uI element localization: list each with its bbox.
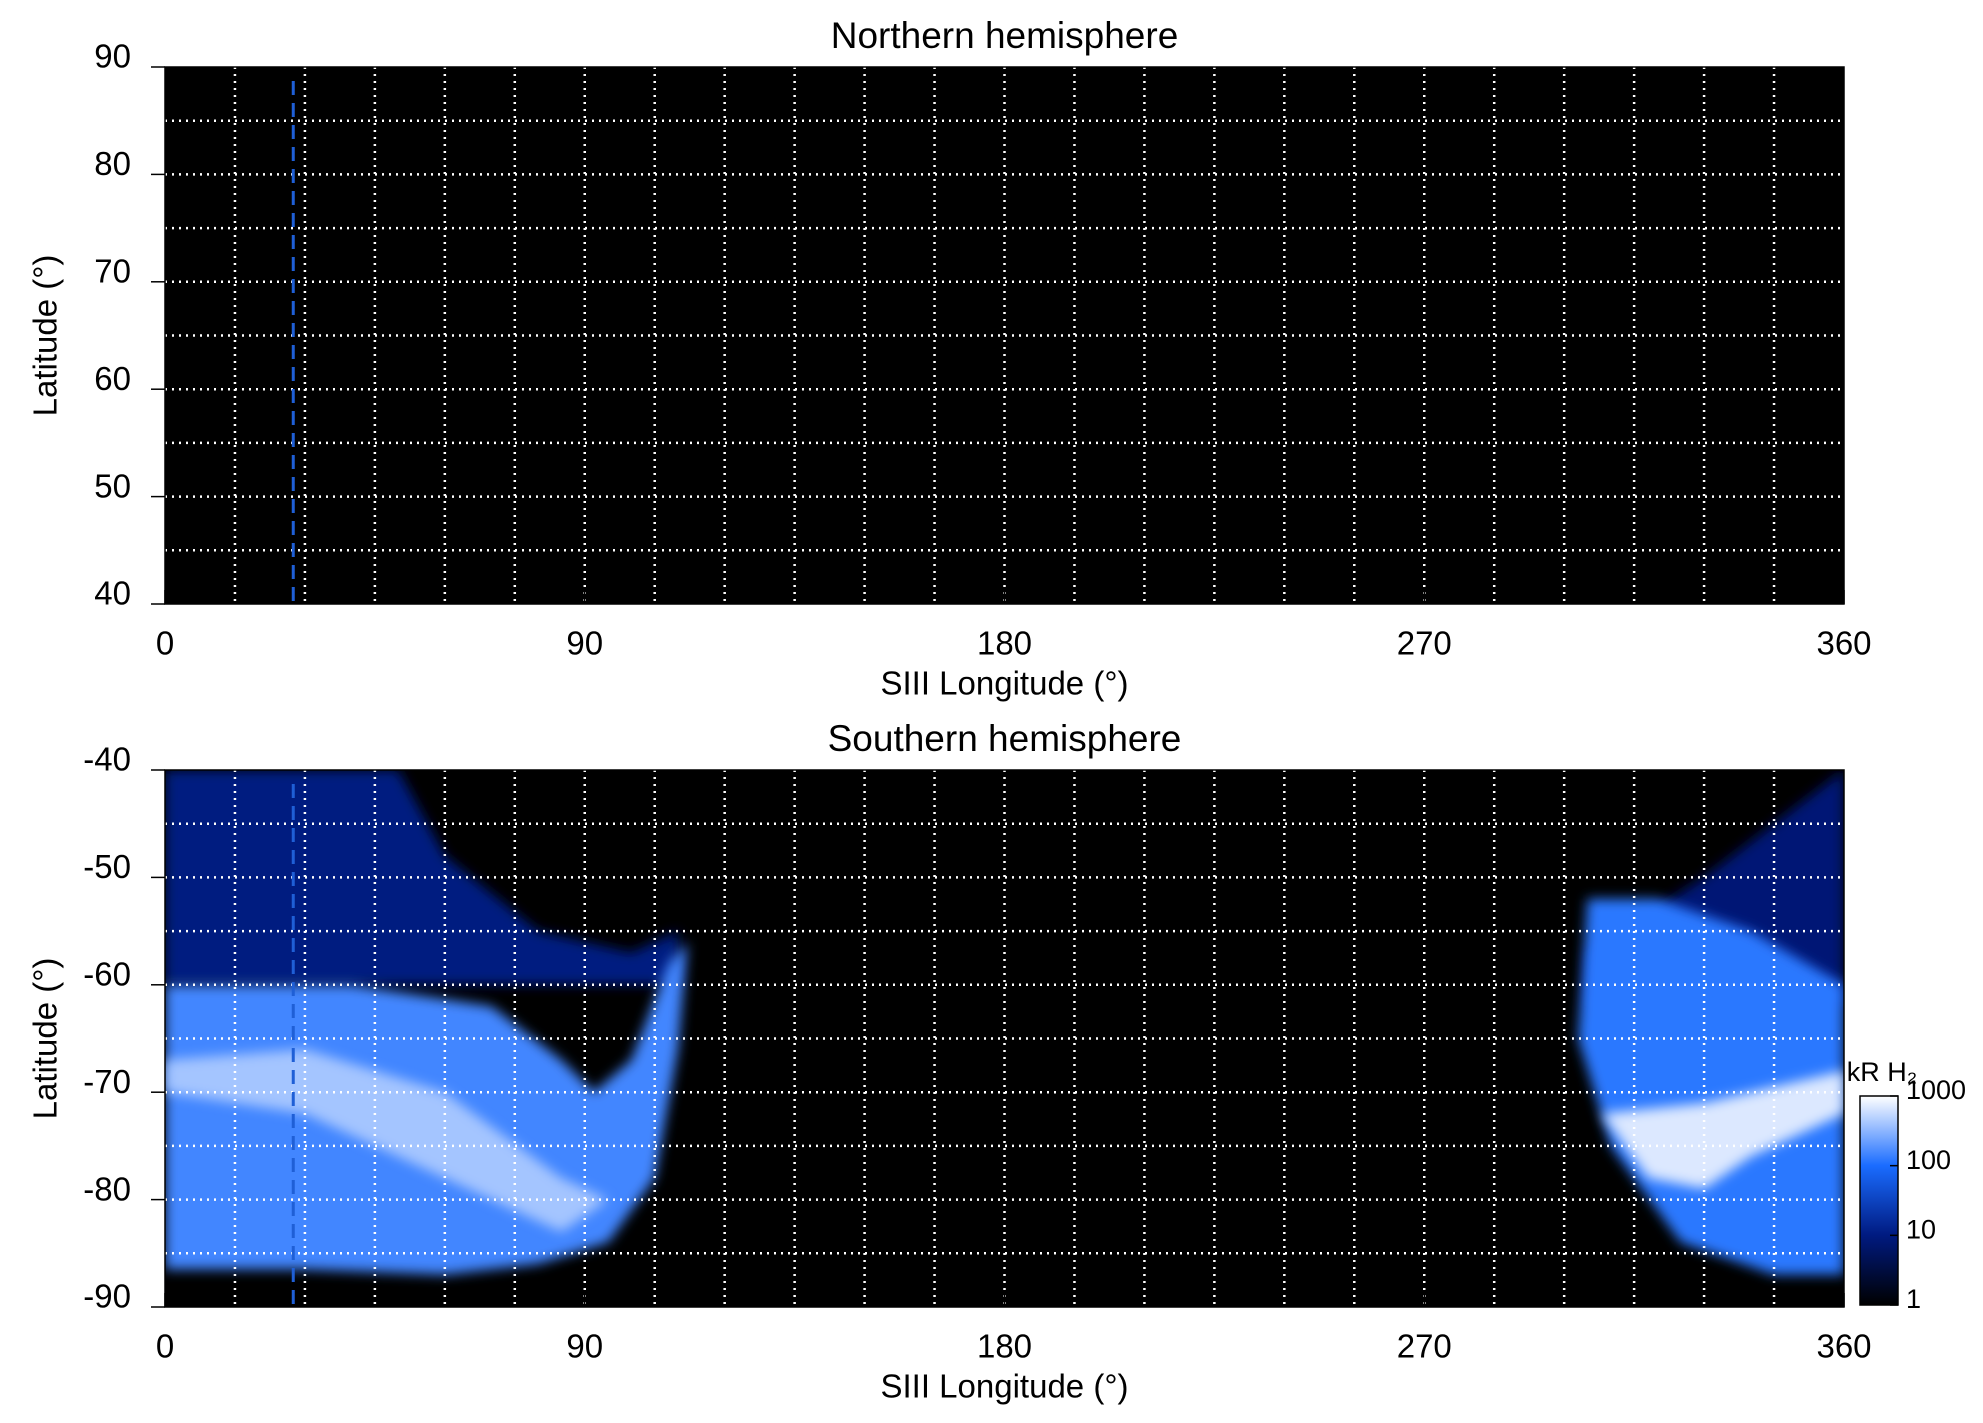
x-tick-label: 90	[566, 1328, 603, 1365]
x-tick-label: 360	[1816, 625, 1871, 662]
plot-area	[165, 770, 1844, 1307]
emission-region	[165, 1049, 609, 1232]
y-tick-label: 90	[94, 38, 131, 75]
y-tick-label: 70	[94, 253, 131, 290]
chart-title: Northern hemisphere	[831, 15, 1179, 56]
x-tick-label: 270	[1397, 1328, 1452, 1365]
x-tick-label: 360	[1816, 1328, 1871, 1365]
emission-region	[1601, 1070, 1844, 1189]
colorbar-tick-label: 1000	[1906, 1075, 1966, 1105]
colorbar-tick-label: 10	[1906, 1214, 1936, 1244]
x-tick-label: 0	[156, 1328, 174, 1365]
emission-region	[1578, 898, 1844, 1275]
y-tick-label: 60	[94, 360, 131, 397]
y-tick-label: -60	[83, 956, 131, 993]
x-tick-label: 180	[977, 625, 1032, 662]
x-tick-label: 270	[1397, 625, 1452, 662]
y-tick-label: -80	[83, 1170, 131, 1207]
y-tick-label: -90	[83, 1278, 131, 1315]
y-axis-label: Latitude (°)	[27, 255, 64, 417]
colorbar-label: kR H₂	[1847, 1057, 1917, 1087]
y-tick-label: -50	[83, 848, 131, 885]
emission-region	[165, 770, 679, 985]
x-axis-label: SIII Longitude (°)	[881, 665, 1129, 702]
chart-title: Southern hemisphere	[828, 718, 1182, 759]
x-tick-label: 0	[156, 625, 174, 662]
colorbar-tick-label: 100	[1906, 1145, 1951, 1175]
y-tick-label: 80	[94, 145, 131, 182]
y-tick-label: -70	[83, 1063, 131, 1100]
y-tick-label: -40	[83, 741, 131, 778]
colorbar-tick-label: 1	[1906, 1284, 1921, 1314]
x-tick-label: 90	[566, 625, 603, 662]
y-axis-label: Latitude (°)	[27, 958, 64, 1120]
x-tick-label: 180	[977, 1328, 1032, 1365]
plot-background	[165, 67, 1844, 604]
y-tick-label: 40	[94, 575, 131, 612]
y-tick-label: 50	[94, 467, 131, 504]
colorbar	[1859, 1095, 1899, 1306]
x-axis-label: SIII Longitude (°)	[881, 1368, 1129, 1405]
